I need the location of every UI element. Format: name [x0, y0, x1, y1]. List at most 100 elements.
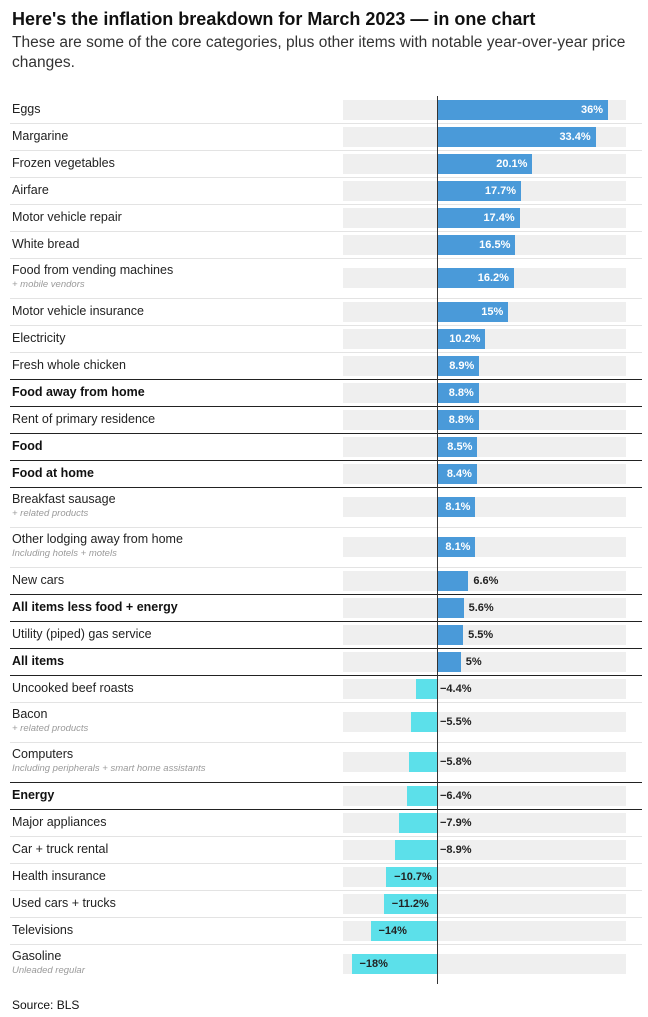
value-label: −5.8%: [440, 756, 472, 768]
bar-track: [343, 356, 626, 376]
value-label: −7.9%: [440, 817, 472, 829]
row-separator: [10, 325, 642, 326]
bar-row: Car + truck rental −8.9%: [0, 836, 648, 863]
bar-track: [343, 410, 626, 430]
data-bar: [437, 437, 478, 457]
data-bar: [437, 537, 476, 557]
category-label: Computers: [12, 747, 74, 761]
row-separator: [10, 782, 642, 783]
value-label: 8.8%: [448, 387, 474, 399]
bar-row: Gasoline Unleaded regular −18%: [0, 944, 648, 984]
value-label: −18%: [359, 958, 388, 970]
row-separator: [10, 379, 642, 380]
value-label: 6.6%: [473, 575, 499, 587]
data-bar: [437, 625, 464, 645]
bar-row: Eggs 36%: [0, 96, 648, 123]
value-label: −6.4%: [440, 790, 472, 802]
value-label: 5.5%: [468, 629, 494, 641]
category-label: Major appliances: [12, 815, 107, 829]
category-label: New cars: [12, 573, 65, 587]
bar-row: Airfare 17.7%: [0, 177, 648, 204]
bar-row: Computers Including peripherals + smart h…: [0, 742, 648, 782]
bar-row: Fresh whole chicken 8.9%: [0, 352, 648, 379]
row-separator: [10, 809, 642, 810]
row-separator: [10, 433, 642, 434]
data-bar: [416, 679, 437, 699]
data-bar: [437, 181, 522, 201]
bar-row: Food 8.5%: [0, 433, 648, 460]
category-sublabel: Unleaded regular: [12, 965, 85, 976]
value-label: −10.7%: [394, 871, 432, 883]
row-separator: [10, 702, 642, 703]
bar-track: [343, 383, 626, 403]
category-sublabel: Including hotels + motels: [12, 548, 117, 559]
category-label: All items: [12, 654, 65, 668]
category-label: Motor vehicle insurance: [12, 304, 145, 318]
value-label: 8.1%: [445, 541, 471, 553]
category-label: Margarine: [12, 129, 69, 143]
row-separator: [10, 594, 642, 595]
value-label: 17.4%: [483, 212, 515, 224]
bar-row: Uncooked beef roasts −4.4%: [0, 675, 648, 702]
value-label: −5.5%: [440, 716, 472, 728]
row-separator: [10, 527, 642, 528]
data-bar: [437, 598, 464, 618]
row-separator: [10, 917, 642, 918]
row-separator: [10, 648, 642, 649]
value-label: 8.8%: [448, 414, 474, 426]
category-sublabel: Including peripherals + smart home assis…: [12, 763, 206, 774]
bar-row: Health insurance −10.7%: [0, 863, 648, 890]
value-label: 15%: [481, 306, 504, 318]
category-label: Health insurance: [12, 869, 106, 883]
row-separator: [10, 177, 642, 178]
bar-row: Bacon + related products −5.5%: [0, 702, 648, 742]
category-label: Frozen vegetables: [12, 156, 115, 170]
bar-row: Motor vehicle repair 17.4%: [0, 204, 648, 231]
row-separator: [10, 258, 642, 259]
bar-row: All items less food + energy 5.6%: [0, 594, 648, 621]
category-label: Food away from home: [12, 385, 145, 399]
value-label: 5.6%: [468, 602, 494, 614]
chart-subtitle: These are some of the core categories, p…: [12, 34, 626, 71]
category-label: Used cars + trucks: [12, 896, 116, 910]
bar-row: Electricity 10.2%: [0, 325, 648, 352]
category-label: Electricity: [12, 331, 66, 345]
bar-track: [343, 813, 626, 833]
bar-row: All items 5%: [0, 648, 648, 675]
category-label: Utility (piped) gas service: [12, 627, 152, 641]
category-label: Motor vehicle repair: [12, 210, 122, 224]
bar-row: New cars 6.6%: [0, 567, 648, 594]
data-bar: [437, 383, 479, 403]
source-note: Source: BLS: [12, 998, 80, 1012]
bar-row: Motor vehicle insurance 15%: [0, 298, 648, 325]
bar-track: [343, 571, 626, 591]
bar-row: Breakfast sausage + related products 8.1%: [0, 487, 648, 527]
value-label: 16.5%: [479, 239, 511, 251]
bar-track: [343, 497, 626, 517]
data-bar: [437, 356, 480, 376]
value-label: 8.5%: [447, 441, 473, 453]
data-bar: [437, 497, 476, 517]
value-label: −4.4%: [440, 683, 472, 695]
data-bar: [437, 127, 596, 147]
value-label: 5%: [465, 656, 482, 668]
data-bar: [406, 786, 437, 806]
category-sublabel: + mobile vendors: [12, 279, 85, 290]
category-label: Car + truck rental: [12, 842, 109, 856]
data-bar: [370, 921, 437, 941]
category-label: All items less food + energy: [12, 600, 178, 614]
value-label: 20.1%: [496, 158, 528, 170]
data-bar: [351, 954, 437, 974]
bar-row: Food from vending machines + mobile vendo…: [0, 258, 648, 298]
row-separator: [10, 150, 642, 151]
bar-track: [343, 625, 626, 645]
data-bar: [437, 208, 520, 228]
bar-row: Energy −6.4%: [0, 782, 648, 809]
bar-chart: Eggs 36% Margarine 33.4% Frozen vegetables 20…: [0, 96, 648, 991]
chart-title: Here's the inflation breakdown for March…: [12, 9, 536, 29]
bar-row: White bread 16.5%: [0, 231, 648, 258]
bar-row: Other lodging away from home Including ho…: [0, 527, 648, 567]
bar-track: [343, 840, 626, 860]
row-separator: [10, 675, 642, 676]
row-separator: [10, 742, 642, 743]
